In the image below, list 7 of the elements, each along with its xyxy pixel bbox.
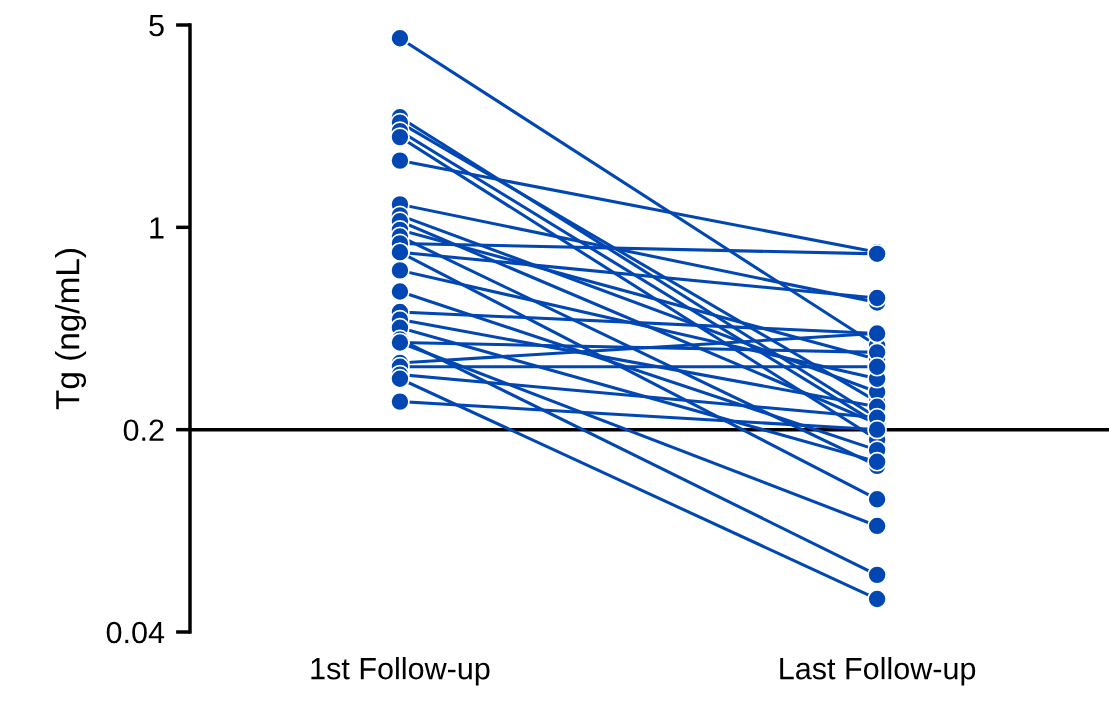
- x-tick-label: 1st Follow-up: [311, 657, 490, 686]
- y-axis-title: Tg (ng/mL): [55, 249, 87, 410]
- y-tick-label: 0.04: [106, 621, 165, 644]
- y-tick-label: 1: [150, 217, 164, 239]
- y-tick-label: 0.2: [123, 419, 164, 442]
- x-tick-label: Last Follow-up: [780, 657, 976, 686]
- y-tick-label: 5: [149, 15, 164, 37]
